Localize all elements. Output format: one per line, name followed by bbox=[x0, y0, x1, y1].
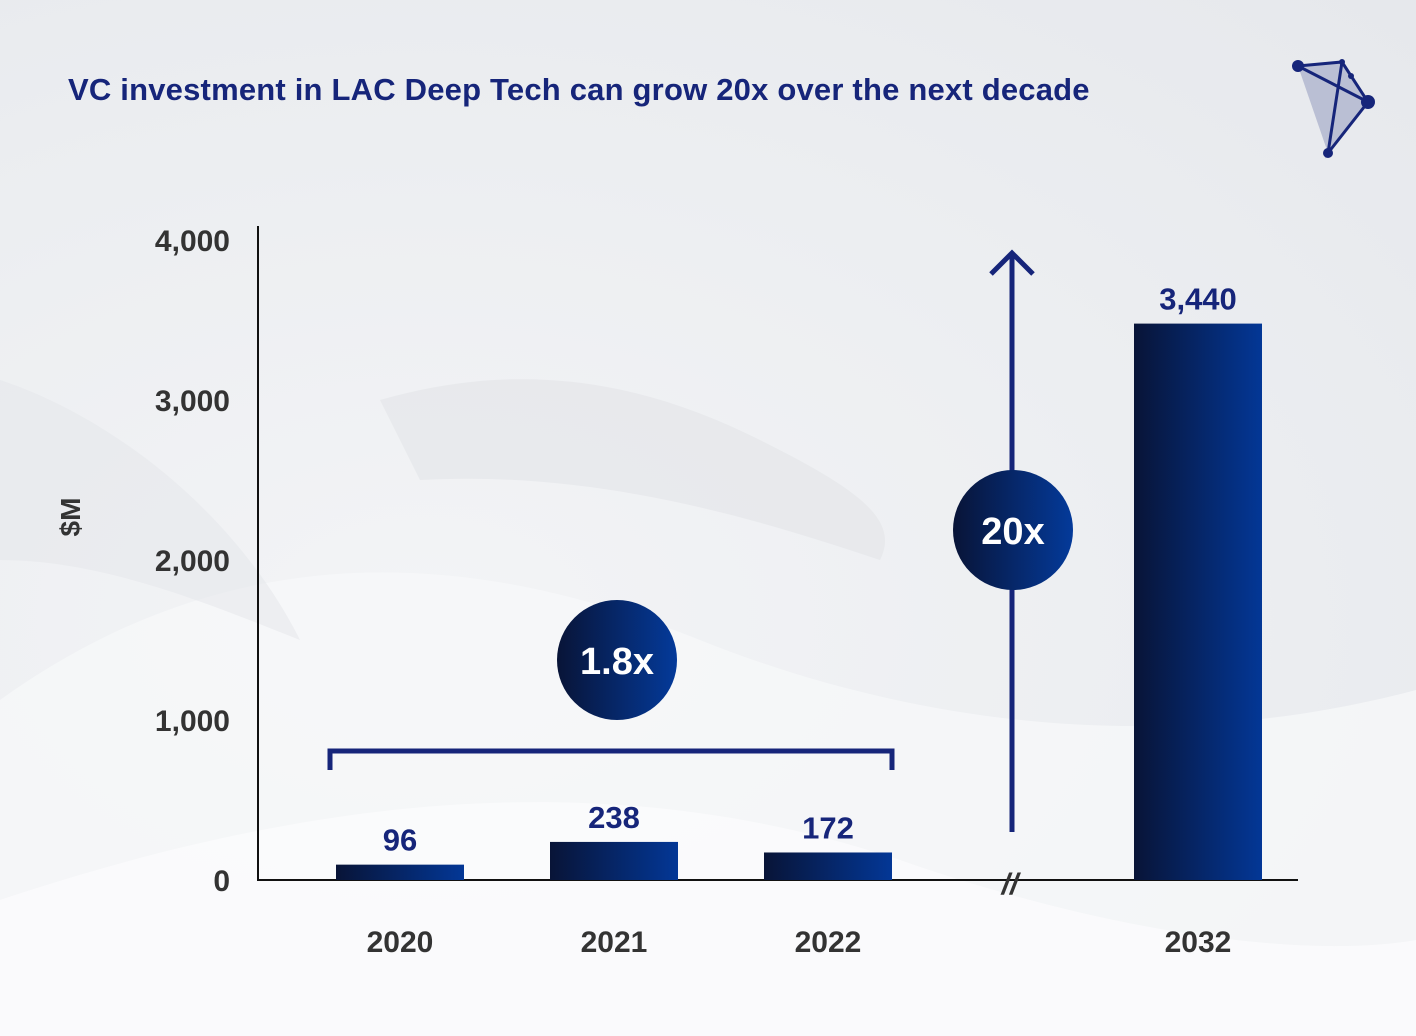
multiplier-label-1-8x: 1.8x bbox=[580, 641, 654, 683]
chart-title: VC investment in LAC Deep Tech can grow … bbox=[68, 72, 1090, 107]
y-tick-label: 0 bbox=[213, 865, 230, 898]
y-axis-label: $M bbox=[55, 498, 86, 537]
axis-break-mark: // bbox=[1000, 868, 1021, 901]
bar-2020 bbox=[336, 864, 464, 880]
bar-value-label: 3,440 bbox=[1159, 282, 1237, 317]
bar-2022 bbox=[764, 852, 892, 880]
bar-2021 bbox=[550, 841, 678, 880]
growth-arrow-head bbox=[989, 249, 1035, 276]
y-tick-label: 4,000 bbox=[155, 225, 230, 258]
y-axis-ticks: 0 1,000 2,000 3,000 4,000 bbox=[155, 225, 230, 898]
bar-2032 bbox=[1134, 323, 1262, 881]
x-tick-label: 2022 bbox=[795, 926, 862, 959]
y-tick-label: 3,000 bbox=[155, 385, 230, 418]
x-axis-ticks: 2020 2021 2022 2032 bbox=[367, 926, 1232, 959]
multiplier-circle-20x bbox=[953, 470, 1073, 590]
multiplier-label-20x: 20x bbox=[981, 511, 1044, 553]
multiplier-circle-1-8x bbox=[557, 600, 677, 720]
x-tick-label: 2021 bbox=[581, 926, 648, 959]
x-tick-label: 2032 bbox=[1165, 926, 1232, 959]
bar-value-label: 238 bbox=[588, 800, 640, 835]
y-tick-label: 2,000 bbox=[155, 545, 230, 578]
network-triangle-logo-icon bbox=[1292, 59, 1375, 159]
y-tick-label: 1,000 bbox=[155, 705, 230, 738]
bars: 96 238 172 3,440 bbox=[336, 282, 1262, 881]
x-tick-label: 2020 bbox=[367, 926, 434, 959]
bracket-1-8x bbox=[327, 748, 895, 770]
bar-value-label: 172 bbox=[802, 810, 854, 845]
bar-value-label: 96 bbox=[383, 823, 417, 858]
